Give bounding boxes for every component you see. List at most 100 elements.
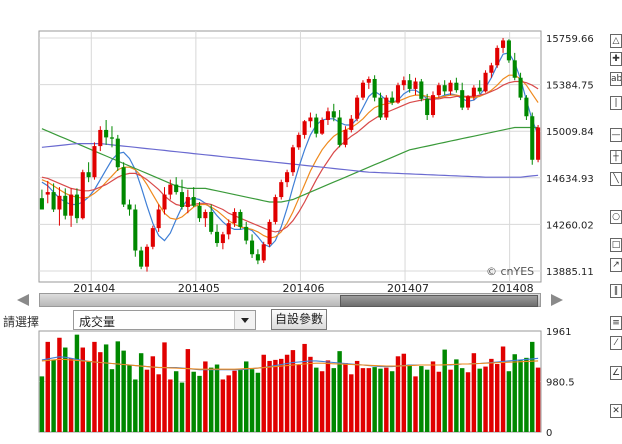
custom-params-button[interactable]: 自設參數	[271, 309, 327, 330]
volume-bar	[454, 359, 459, 432]
candle-body	[314, 117, 319, 134]
candle-body	[121, 167, 126, 205]
candle-body	[320, 119, 325, 134]
candle-body	[69, 194, 74, 216]
candle-body	[226, 223, 231, 235]
volume-bar	[238, 368, 243, 432]
candle-body	[302, 121, 307, 135]
volume-bar	[407, 364, 412, 432]
diagonal-line-icon[interactable]: ╲	[610, 172, 622, 186]
delete-tool-icon[interactable]: ✕	[610, 404, 622, 418]
volume-bar	[500, 346, 506, 432]
indicator-select-value: 成交量	[79, 315, 116, 329]
volume-bar	[39, 376, 45, 432]
candle-body	[267, 221, 272, 245]
price-x-tick-label: 201405	[178, 282, 220, 295]
candle-body	[384, 97, 389, 118]
volume-bar	[86, 360, 91, 432]
volume-bar	[273, 359, 278, 432]
cross-line-icon[interactable]: ┼	[610, 150, 622, 164]
volume-bar	[337, 351, 342, 432]
volume-bar	[430, 361, 436, 432]
volume-bar	[512, 354, 517, 432]
candle-body	[279, 182, 284, 198]
volume-bar	[179, 382, 185, 432]
volume-bar	[185, 349, 191, 432]
price-y-tick-label: 15759.66	[546, 34, 594, 45]
candle-body	[174, 184, 179, 193]
candle-body	[273, 197, 278, 222]
candle-body	[454, 82, 459, 91]
price-plot-area	[38, 30, 542, 283]
candle-body	[366, 78, 371, 83]
candle-body	[331, 111, 336, 118]
candle-body	[127, 204, 132, 210]
volume-bar	[506, 371, 512, 432]
volume-bar	[208, 367, 214, 432]
chevron-down-icon[interactable]	[234, 311, 255, 329]
candle-body	[168, 184, 173, 195]
price-ma-line	[41, 126, 539, 203]
scroll-left-arrow-icon[interactable]	[17, 294, 29, 306]
candle-body	[261, 244, 266, 261]
volume-bar	[133, 379, 138, 432]
candle-body	[144, 246, 150, 267]
volume-bar	[518, 360, 523, 432]
indicator-select[interactable]: 成交量	[73, 310, 256, 330]
candle-body	[290, 147, 295, 173]
volume-bar	[477, 368, 482, 432]
volume-bar	[138, 353, 144, 432]
volume-bar	[150, 356, 156, 432]
candle-body	[285, 172, 290, 183]
volume-bar	[378, 368, 383, 432]
scroll-right-arrow-icon[interactable]	[551, 294, 563, 306]
candle-body	[197, 205, 202, 219]
volume-bar	[74, 334, 80, 432]
volume-bar	[413, 376, 418, 432]
volume-bar	[308, 356, 313, 432]
volume-bar	[63, 347, 68, 432]
circle-tool-icon[interactable]: ○	[610, 210, 622, 224]
volume-bar	[401, 353, 407, 432]
candle-body	[104, 129, 109, 138]
volume-bar	[197, 375, 202, 432]
candle-body	[448, 82, 453, 92]
candle-body	[401, 80, 406, 86]
volume-bar	[495, 364, 500, 432]
price-y-tick-label: 14260.02	[546, 220, 594, 231]
fan-lines-icon[interactable]: ∠	[610, 366, 622, 380]
parallel-lines-icon[interactable]: ‖	[610, 284, 622, 298]
slant-lines-icon[interactable]: ⁄	[610, 336, 622, 350]
candle-body	[407, 80, 412, 89]
price-y-tick-label: 14634.93	[546, 174, 594, 185]
volume-bar	[115, 341, 121, 432]
candle-body	[506, 40, 511, 61]
candle-body	[536, 127, 541, 160]
crosshair-tool-icon[interactable]: ✚	[610, 52, 622, 66]
candle-body	[471, 87, 476, 97]
vertical-line-icon[interactable]: |	[610, 96, 622, 110]
candle-body	[63, 195, 68, 216]
volume-bar	[302, 343, 307, 432]
rectangle-tool-icon[interactable]: □	[610, 238, 622, 252]
triangle-tool-icon[interactable]: △	[610, 34, 622, 48]
text-tool-icon[interactable]: ab	[610, 72, 622, 86]
horizontal-line-icon[interactable]: —	[610, 128, 622, 142]
price-x-tick-label: 201404	[73, 282, 115, 295]
volume-bar	[109, 369, 115, 432]
volume-bar	[419, 366, 424, 432]
scrollbar-thumb[interactable]	[340, 295, 538, 307]
candle-body	[133, 209, 138, 251]
volume-y-tick-label: 0	[546, 428, 552, 439]
time-scrollbar[interactable]	[39, 293, 541, 307]
candle-body	[220, 234, 225, 244]
volume-bar	[249, 369, 255, 432]
volume-bar	[349, 374, 354, 432]
fib-lines-icon[interactable]: ≡	[610, 316, 622, 330]
candle-body	[45, 192, 50, 195]
volume-bar	[535, 367, 541, 432]
volume-bar	[98, 352, 103, 432]
price-x-tick-label: 201407	[387, 282, 429, 295]
arrow-tool-icon[interactable]: ↗	[610, 258, 622, 272]
